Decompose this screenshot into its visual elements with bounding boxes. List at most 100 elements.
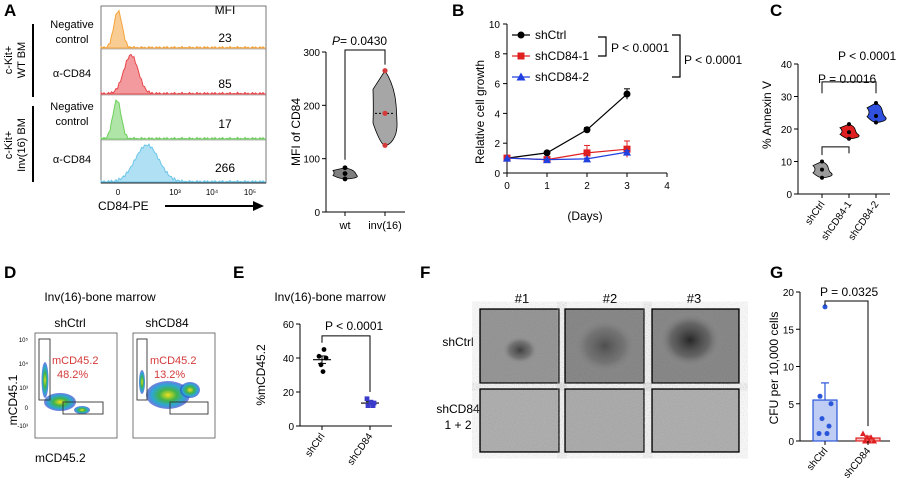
legend-label: shCD84-1: [535, 49, 589, 63]
d-y-tick: 10⁵: [19, 337, 29, 344]
f-col-label: #3: [687, 291, 701, 306]
row3-label-line1: Negative: [50, 101, 93, 113]
a2-y-tick: 300: [303, 48, 320, 59]
b-y-tick: 2: [494, 139, 500, 150]
c-y-label: % Annexin V: [760, 81, 774, 149]
g-y-tick: 15: [783, 325, 795, 336]
d-plot1-title: shCtrl: [54, 316, 85, 330]
data-point: [828, 401, 834, 407]
x-tick: 10⁴: [206, 188, 219, 197]
panel-d: D Inv(16)-bone marrow shCtrl shCD84 mCD4…: [4, 263, 216, 465]
growth-line-chart: 0 2 4 6 8 10 0 1 2 3 4: [489, 20, 670, 192]
e-bracket: [321, 335, 371, 392]
colony-spot: [658, 312, 722, 368]
data-point: [323, 355, 329, 361]
data-point: [371, 400, 377, 406]
f-row2-label-line1: shCD84: [436, 402, 480, 416]
a2-pvalue: = 0.0430: [340, 34, 387, 48]
data-point: [318, 362, 324, 368]
data-point: [820, 159, 824, 164]
b-pvalue-1: P < 0.0001: [611, 41, 669, 55]
x-tick: 10⁵: [244, 188, 256, 197]
legend-label: shCtrl: [535, 28, 566, 42]
data-point: [583, 154, 591, 163]
data-point: [820, 167, 824, 172]
data-point: [826, 423, 832, 429]
flow-plot-1: [34, 332, 118, 439]
b-x-tick: 1: [544, 181, 550, 192]
d-gate1-value: 48.2%: [57, 369, 88, 381]
data-point: [874, 101, 878, 105]
d-gate2-value: 13.2%: [154, 369, 185, 381]
panel-f: F #1 #2 #3 shCtrl shCD84 1 + 2: [420, 263, 740, 453]
panel-letter-a: A: [4, 1, 16, 20]
flow-cluster: [44, 393, 76, 411]
panel-b: B 0 2 4 6 8 10 0 1 2 3 4 Relative cell growth (Day…: [452, 1, 742, 223]
b-legend: shCtrl shCD84-1 shCD84-2: [512, 28, 589, 84]
violin-shCD84-2: [866, 102, 887, 123]
row4-label: α-CD84: [53, 154, 91, 166]
flow-cluster: [74, 406, 90, 414]
data-point: [820, 175, 824, 180]
mfi-value: 85: [218, 77, 232, 91]
data-point: [847, 136, 851, 141]
data-point: [342, 165, 348, 171]
histogram-curve: [100, 99, 266, 140]
a2-y-tick: 200: [303, 101, 320, 112]
flow-gate: [136, 338, 148, 401]
data-point: [816, 431, 822, 437]
legend-label: shCD84-2: [535, 70, 589, 84]
row1-label-line1: Negative: [50, 19, 93, 31]
g-x-tick: shCD84: [842, 446, 874, 481]
g-y-tick: 0: [788, 437, 794, 448]
a2-x-tick: inv(16): [368, 220, 402, 232]
flow-gate: [38, 338, 51, 401]
c-bracket-2: [821, 81, 877, 94]
f-col-label: #2: [603, 291, 617, 306]
data-point: [871, 438, 877, 444]
violin-inv16: [372, 69, 398, 146]
flow-gate: [169, 401, 209, 415]
d-x-label: mCD45.2: [35, 451, 86, 465]
g-y-label: CFU per 10,000 cells: [767, 312, 781, 425]
d-title: Inv(16)-bone marrow: [44, 290, 156, 304]
data-point: [370, 403, 376, 408]
b-x-label: (Days): [567, 209, 602, 223]
data-point: [365, 403, 371, 408]
legend-marker-shcd84-1: [517, 52, 525, 60]
d-gate2-label: mCD45.2: [150, 355, 196, 367]
data-point: [503, 154, 511, 162]
data-point: [874, 114, 878, 118]
e-pvalue: P < 0.0001: [325, 319, 383, 333]
data-point: [822, 304, 828, 310]
panel-a: A MFI c-Kit+ WT BM c-Kit+ Inv(16) BM Neg…: [3, 1, 267, 213]
data-point: [847, 130, 851, 135]
c-y-tick: 30: [781, 93, 793, 104]
data-point: [583, 126, 591, 134]
panel-letter-d: D: [4, 263, 16, 282]
a2-pvalue-prefix: P: [332, 34, 340, 48]
series-line-shCtrl: [506, 93, 628, 159]
histogram-curve: [100, 9, 266, 49]
mfi-value: 23: [218, 31, 232, 45]
data-point: [342, 176, 348, 182]
colony-spot: [573, 318, 637, 374]
panel-letter-c: C: [770, 1, 782, 20]
c-bracket-1: [821, 146, 850, 155]
d-y-tick: 0: [25, 406, 29, 412]
e-x-tick: shCD84: [346, 431, 376, 467]
d-plot2-title: shCD84: [145, 316, 189, 330]
flow-cluster: [139, 370, 145, 394]
mfi-violin-chart: 0 100 200 300 wt inv(16): [303, 48, 405, 232]
engraftment-scatter-chart: 0 20 40 60 shCtrl shCD84: [283, 320, 392, 467]
histogram-x-axis: 0 10³ 10⁴ 10⁵: [101, 182, 266, 197]
legend-marker-shctrl: [517, 31, 525, 39]
g-y-tick: 10: [783, 363, 795, 374]
data-point: [817, 393, 823, 399]
c-y-tick: 20: [781, 125, 793, 136]
colony-spot: [502, 336, 538, 364]
data-point: [382, 142, 388, 148]
group-inv-line2: Inv(16) BM: [16, 118, 28, 172]
